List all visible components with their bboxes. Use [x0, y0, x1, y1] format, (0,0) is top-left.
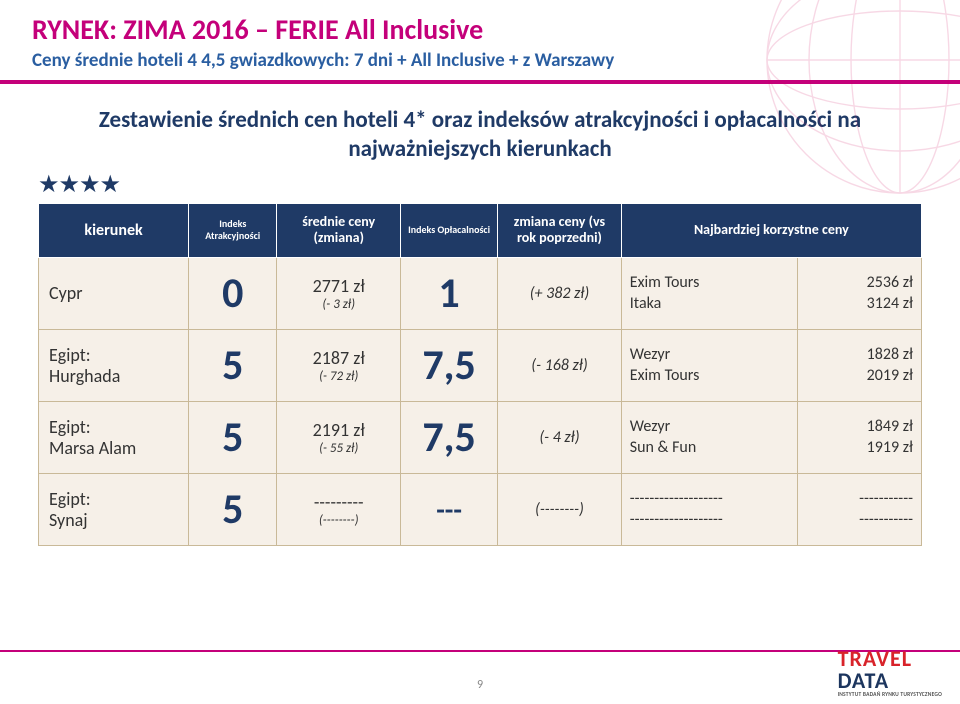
table-row: Egipt:Synaj5---------(--------)---(-----… — [39, 474, 922, 546]
cell-srednie-ceny: 2187 zł(- 72 zł) — [277, 330, 401, 402]
cell-best-operator: Exim ToursItaka — [621, 258, 798, 330]
cell-best-price: 1849 zł1919 zł — [798, 402, 922, 474]
cell-best-price: 2536 zł3124 zł — [798, 258, 922, 330]
cell-zmiana-ceny: (+ 382 zł) — [498, 258, 622, 330]
col-najbardziej-korzystne: Najbardziej korzystne ceny — [621, 203, 921, 258]
page-title: RYNEK: ZIMA 2016 – FERIE All Inclusive — [32, 12, 928, 47]
table-row: Cypr02771 zł(- 3 zł)1(+ 382 zł)Exim Tour… — [39, 258, 922, 330]
cell-srednie-ceny: ---------(--------) — [277, 474, 401, 546]
cell-idx-atrakcyjnosci: 0 — [189, 258, 277, 330]
cell-idx-atrakcyjnosci: 5 — [189, 330, 277, 402]
cell-kierunek: Egipt:Marsa Alam — [39, 402, 189, 474]
cell-srednie-ceny: 2191 zł(- 55 zł) — [277, 402, 401, 474]
table-header-row: kierunek Indeks Atrakcyjności średnie ce… — [39, 203, 922, 258]
cell-zmiana-ceny: (- 168 zł) — [498, 330, 622, 402]
table-container: kierunek Indeks Atrakcyjności średnie ce… — [0, 203, 960, 547]
cell-zmiana-ceny: (--------) — [498, 474, 622, 546]
cell-kierunek: Egipt:Synaj — [39, 474, 189, 546]
cell-idx-oplacalnosci: 1 — [401, 258, 498, 330]
cell-idx-oplacalnosci: 7,5 — [401, 330, 498, 402]
cell-kierunek: Egipt:Hurghada — [39, 330, 189, 402]
cell-best-operator: WezyrSun & Fun — [621, 402, 798, 474]
col-srednie-ceny: średnie ceny (zmiana) — [277, 203, 401, 258]
cell-best-price: 1828 zł2019 zł — [798, 330, 922, 402]
price-table: kierunek Indeks Atrakcyjności średnie ce… — [38, 203, 922, 547]
cell-idx-oplacalnosci: --- — [401, 474, 498, 546]
page-header: RYNEK: ZIMA 2016 – FERIE All Inclusive C… — [0, 0, 960, 84]
intro-text: Zestawienie średnich cen hoteli 4* oraz … — [0, 84, 960, 174]
cell-best-operator: -------------------------------------- — [621, 474, 798, 546]
logo-line2: DATA — [838, 667, 889, 694]
cell-zmiana-ceny: (- 4 zł) — [498, 402, 622, 474]
table-row: Egipt:Hurghada52187 zł(- 72 zł)7,5(- 168… — [39, 330, 922, 402]
cell-idx-atrakcyjnosci: 5 — [189, 402, 277, 474]
cell-kierunek: Cypr — [39, 258, 189, 330]
col-idx-atrakcyjnosci: Indeks Atrakcyjności — [189, 203, 277, 258]
table-row: Egipt:Marsa Alam52191 zł(- 55 zł)7,5(- 4… — [39, 402, 922, 474]
footer-line — [0, 650, 960, 652]
cell-best-price: ---------------------- — [798, 474, 922, 546]
col-kierunek: kierunek — [39, 203, 189, 258]
col-zmiana-ceny: zmiana ceny (vs rok poprzedni) — [498, 203, 622, 258]
logo: TRAVEL DATA INSTYTUT BADAŃ RYNKU TURYSTY… — [838, 648, 942, 699]
page-number: 9 — [477, 678, 483, 692]
star-rating: ★★★★ — [0, 170, 960, 199]
cell-idx-atrakcyjnosci: 5 — [189, 474, 277, 546]
col-idx-oplacalnosci: Indeks Opłacalności — [401, 203, 498, 258]
cell-idx-oplacalnosci: 7,5 — [401, 402, 498, 474]
page-subtitle: Ceny średnie hoteli 4 4,5 gwiazdkowych: … — [32, 49, 928, 72]
cell-srednie-ceny: 2771 zł(- 3 zł) — [277, 258, 401, 330]
logo-tag: INSTYTUT BADAŃ RYNKU TURYSTYCZNEGO — [838, 693, 942, 699]
cell-best-operator: WezyrExim Tours — [621, 330, 798, 402]
